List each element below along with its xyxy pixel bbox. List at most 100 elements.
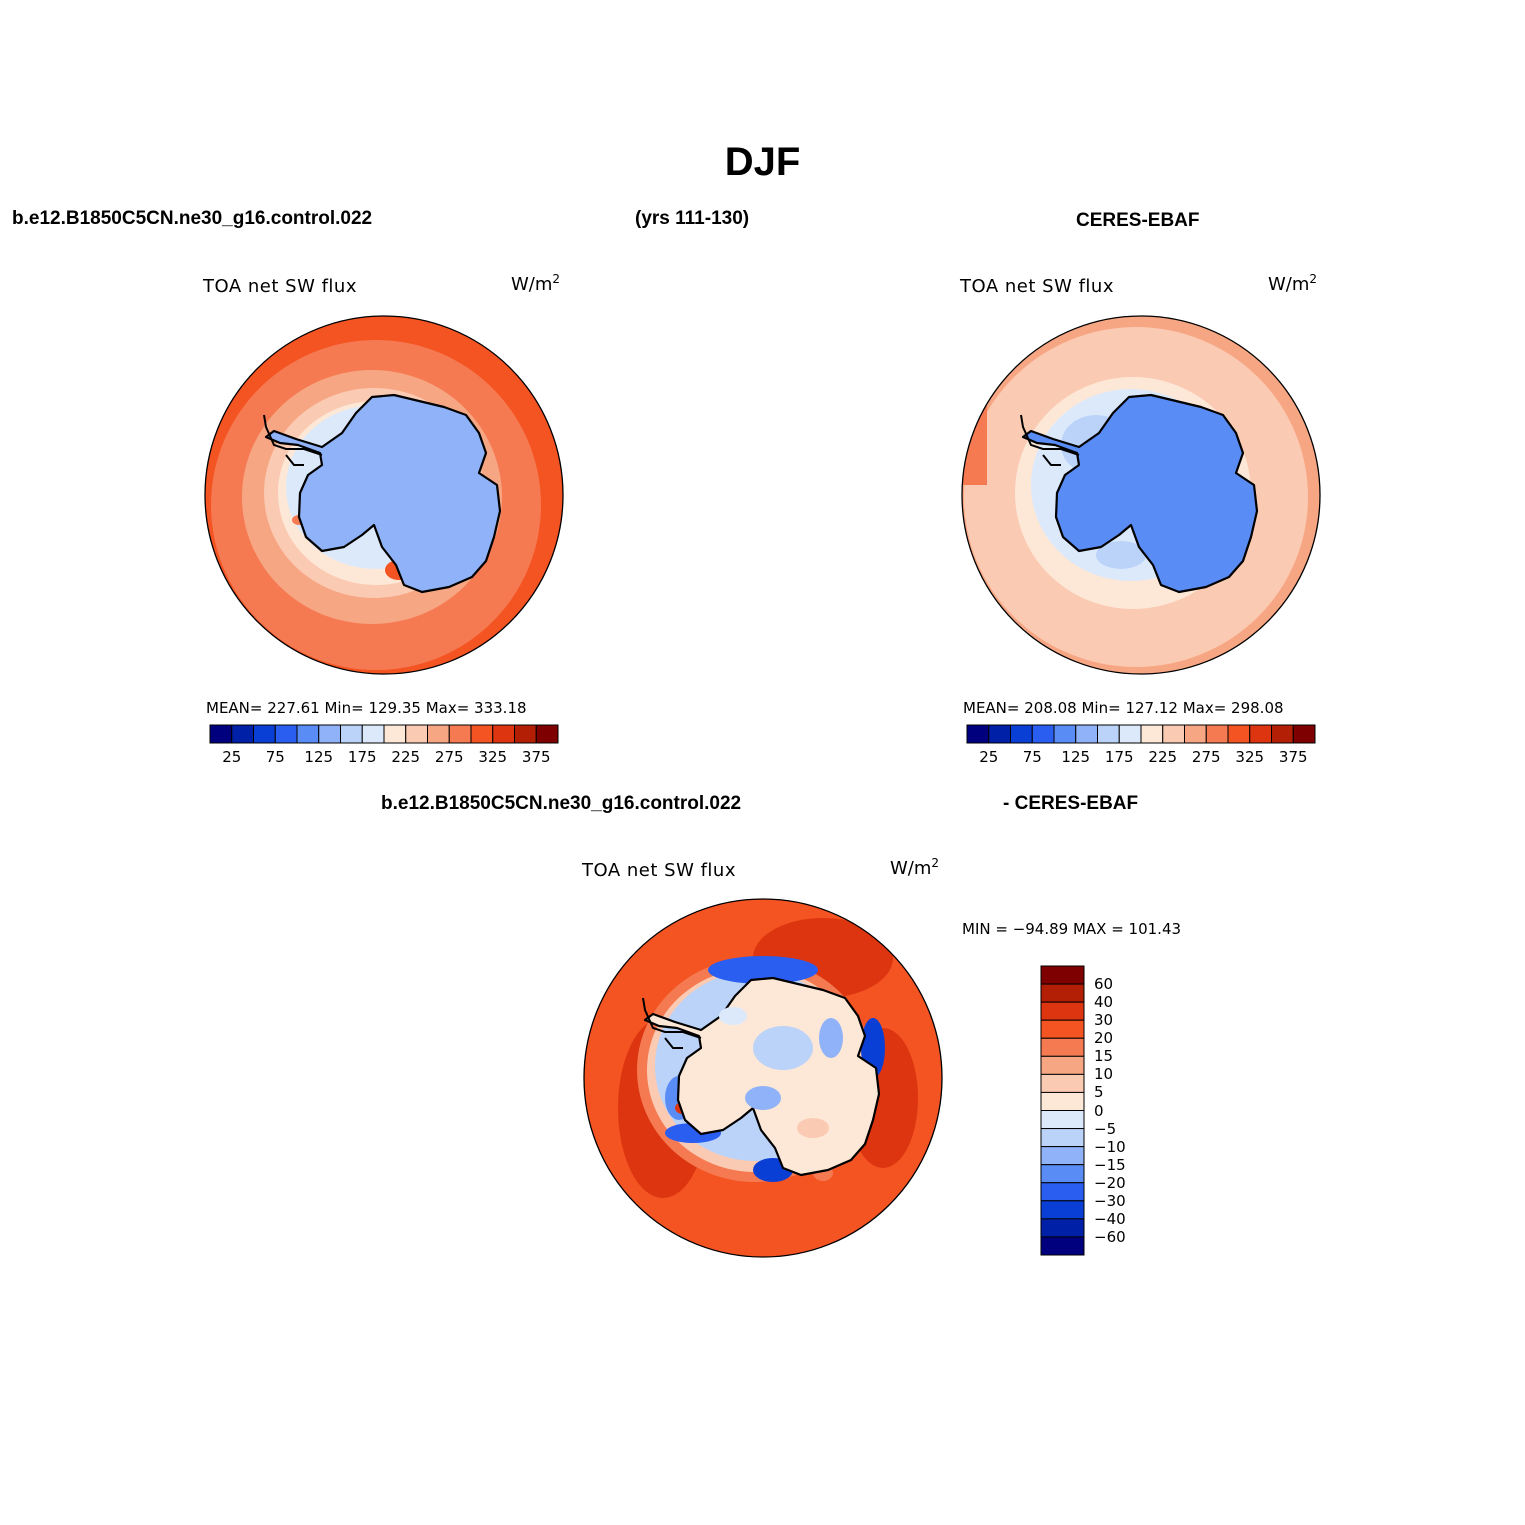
years-header: (yrs 111-130) bbox=[635, 208, 750, 229]
panel2-map bbox=[961, 315, 1321, 675]
panel1-colorbar-box bbox=[253, 724, 276, 744]
panel3-colorbar-tick-label: 10 bbox=[1094, 1065, 1114, 1084]
diff-obs-header: - CERES-EBAF bbox=[1003, 793, 1139, 814]
panel1-colorbar-box bbox=[492, 724, 515, 744]
panel3-colorbar-tick-label: −20 bbox=[1094, 1173, 1126, 1192]
panel1-colorbar-tick-label: 25 bbox=[222, 748, 242, 766]
panel2-antarctica-outline bbox=[1021, 393, 1259, 594]
panel2-colorbar-tick-label: 75 bbox=[1022, 748, 1042, 766]
panel3-colorbar-box bbox=[1040, 1182, 1085, 1202]
panel3-variable-title: TOA net SW flux bbox=[582, 860, 736, 881]
panel1-colorbar-box bbox=[296, 724, 320, 744]
panel2-colorbar-box bbox=[1053, 724, 1077, 744]
panel3-colorbar-box bbox=[1040, 1236, 1085, 1256]
panel1-antarctica-outline bbox=[264, 393, 502, 594]
panel2-colorbar-box bbox=[1097, 724, 1120, 744]
panel2-colorbar-box bbox=[1140, 724, 1164, 744]
panel3-colorbar-tick-label: −10 bbox=[1094, 1137, 1126, 1156]
panel2-colorbar-box bbox=[1075, 724, 1098, 744]
panel1-colorbar-box bbox=[427, 724, 450, 744]
panel1-colorbar-tick-label: 375 bbox=[521, 748, 551, 766]
panel3-peninsula-outline bbox=[642, 997, 702, 1049]
panel1-units: W/m2 bbox=[511, 272, 561, 295]
panel1-colorbar-box bbox=[274, 724, 298, 744]
diff-case-name-header: b.e12.B1850C5CN.ne30_g16.control.022 bbox=[381, 793, 742, 814]
panel3-colorbar-tick-label: −5 bbox=[1094, 1119, 1117, 1138]
panel2-peninsula-outline bbox=[1020, 414, 1080, 466]
panel3-colorbar-tick-label: 40 bbox=[1094, 993, 1114, 1012]
panel1-map-boundary bbox=[204, 315, 564, 675]
panel3-colorbar-box bbox=[1040, 1001, 1085, 1021]
panel3-colorbar-box bbox=[1040, 1200, 1085, 1220]
panel2-colorbar-labels: 25 75 125 175 225 275 325 375 bbox=[967, 748, 1315, 768]
panel3-colorbar-labels: 60 40 30 20 15 10 5 0 −5 −10 −15 −20 −30 −40 −60 bbox=[1094, 966, 1154, 1255]
panel1-colorbar-box bbox=[361, 724, 385, 744]
panel3-colorbar-box bbox=[1040, 1164, 1085, 1184]
panel1-colorbar-tick-label: 325 bbox=[478, 748, 508, 766]
panel3-colorbar-tick-label: 60 bbox=[1094, 975, 1114, 994]
panel1-stats: MEAN= 227.61 Min= 129.35 Max= 333.18 bbox=[206, 699, 527, 717]
panel3-colorbar-tick-label: 15 bbox=[1094, 1047, 1114, 1066]
panel3-colorbar-box bbox=[1040, 1128, 1085, 1148]
panel3-colorbar-box bbox=[1040, 965, 1085, 985]
panel1-map bbox=[204, 315, 564, 675]
panel3-colorbar-tick-label: 5 bbox=[1094, 1083, 1104, 1102]
panel1-colorbar-tick-label: 125 bbox=[304, 748, 334, 766]
panel3-colorbar-box bbox=[1040, 1037, 1085, 1057]
panel2-colorbar-box bbox=[1162, 724, 1185, 744]
panel1-colorbar-box bbox=[318, 724, 341, 744]
panel3-colorbar-tick-label: 30 bbox=[1094, 1011, 1114, 1030]
panel3-colorbar-tick-label: −60 bbox=[1094, 1227, 1126, 1246]
panel1-colorbar-labels: 25 75 125 175 225 275 325 375 bbox=[210, 748, 558, 768]
panel2-colorbar-tick-label: 325 bbox=[1235, 748, 1265, 766]
panel2-colorbar-box bbox=[1031, 724, 1055, 744]
panel1-colorbar-tick-label: 175 bbox=[347, 748, 377, 766]
panel2-map-boundary bbox=[961, 315, 1321, 675]
panel3-stats: MIN = −94.89 MAX = 101.43 bbox=[962, 920, 1182, 938]
panel1-colorbar-box bbox=[209, 724, 233, 744]
panel2-colorbar-tick-label: 125 bbox=[1061, 748, 1091, 766]
panel1-peninsula-outline bbox=[263, 414, 323, 466]
panel2-colorbar-box bbox=[1292, 724, 1316, 744]
panel2-colorbar-tick-label: 275 bbox=[1191, 748, 1221, 766]
panel3-colorbar bbox=[1040, 965, 1085, 1256]
panel3-map-boundary bbox=[583, 898, 943, 1258]
panel3-colorbar-box bbox=[1040, 1091, 1085, 1111]
panel3-interior-anomalies bbox=[719, 1007, 843, 1138]
panel3-colorbar-box bbox=[1040, 1019, 1085, 1039]
panel1-colorbar-tick-label: 275 bbox=[434, 748, 464, 766]
panel2-units: W/m2 bbox=[1268, 272, 1318, 295]
panel1-colorbar-tick-label: 75 bbox=[265, 748, 285, 766]
figure-title: DJF bbox=[724, 140, 801, 184]
panel2-variable-title: TOA net SW flux bbox=[960, 276, 1114, 297]
panel3-map bbox=[583, 898, 943, 1258]
panel1-colorbar-box bbox=[535, 724, 559, 744]
case-name-header: b.e12.B1850C5CN.ne30_g16.control.022 bbox=[12, 208, 373, 229]
panel1-colorbar-box bbox=[448, 724, 472, 744]
panel2-colorbar-box bbox=[988, 724, 1011, 744]
panel2-colorbar-box bbox=[966, 724, 990, 744]
panel1-colorbar-box bbox=[514, 724, 537, 744]
panel3-colorbar-tick-label: −30 bbox=[1094, 1191, 1126, 1210]
panel3-colorbar-tick-label: −40 bbox=[1094, 1209, 1126, 1228]
panel1-colorbar-box bbox=[383, 724, 407, 744]
panel1-colorbar bbox=[209, 724, 559, 744]
panel3-colorbar-box bbox=[1040, 1146, 1085, 1166]
panel2-colorbar-tick-label: 225 bbox=[1148, 748, 1178, 766]
panel2-colorbar-box bbox=[1271, 724, 1294, 744]
panel1-colorbar-box bbox=[405, 724, 428, 744]
panel2-colorbar-box bbox=[1205, 724, 1229, 744]
panel2-colorbar-box bbox=[1249, 724, 1272, 744]
panel3-colorbar-box bbox=[1040, 983, 1085, 1003]
panel3-colorbar-box bbox=[1040, 1073, 1085, 1093]
panel2-colorbar-tick-label: 175 bbox=[1104, 748, 1134, 766]
panel2-colorbar-tick-label: 25 bbox=[979, 748, 999, 766]
panel3-colorbar-tick-label: 0 bbox=[1094, 1101, 1104, 1120]
obs-name-header: CERES-EBAF bbox=[1076, 210, 1200, 231]
panel3-colorbar-box bbox=[1040, 1110, 1085, 1130]
panel3-colorbar-tick-label: 20 bbox=[1094, 1029, 1114, 1048]
panel1-colorbar-tick-label: 225 bbox=[391, 748, 421, 766]
panel2-colorbar-box bbox=[1184, 724, 1207, 744]
panel1-colorbar-box bbox=[470, 724, 494, 744]
panel3-colorbar-box bbox=[1040, 1218, 1085, 1238]
